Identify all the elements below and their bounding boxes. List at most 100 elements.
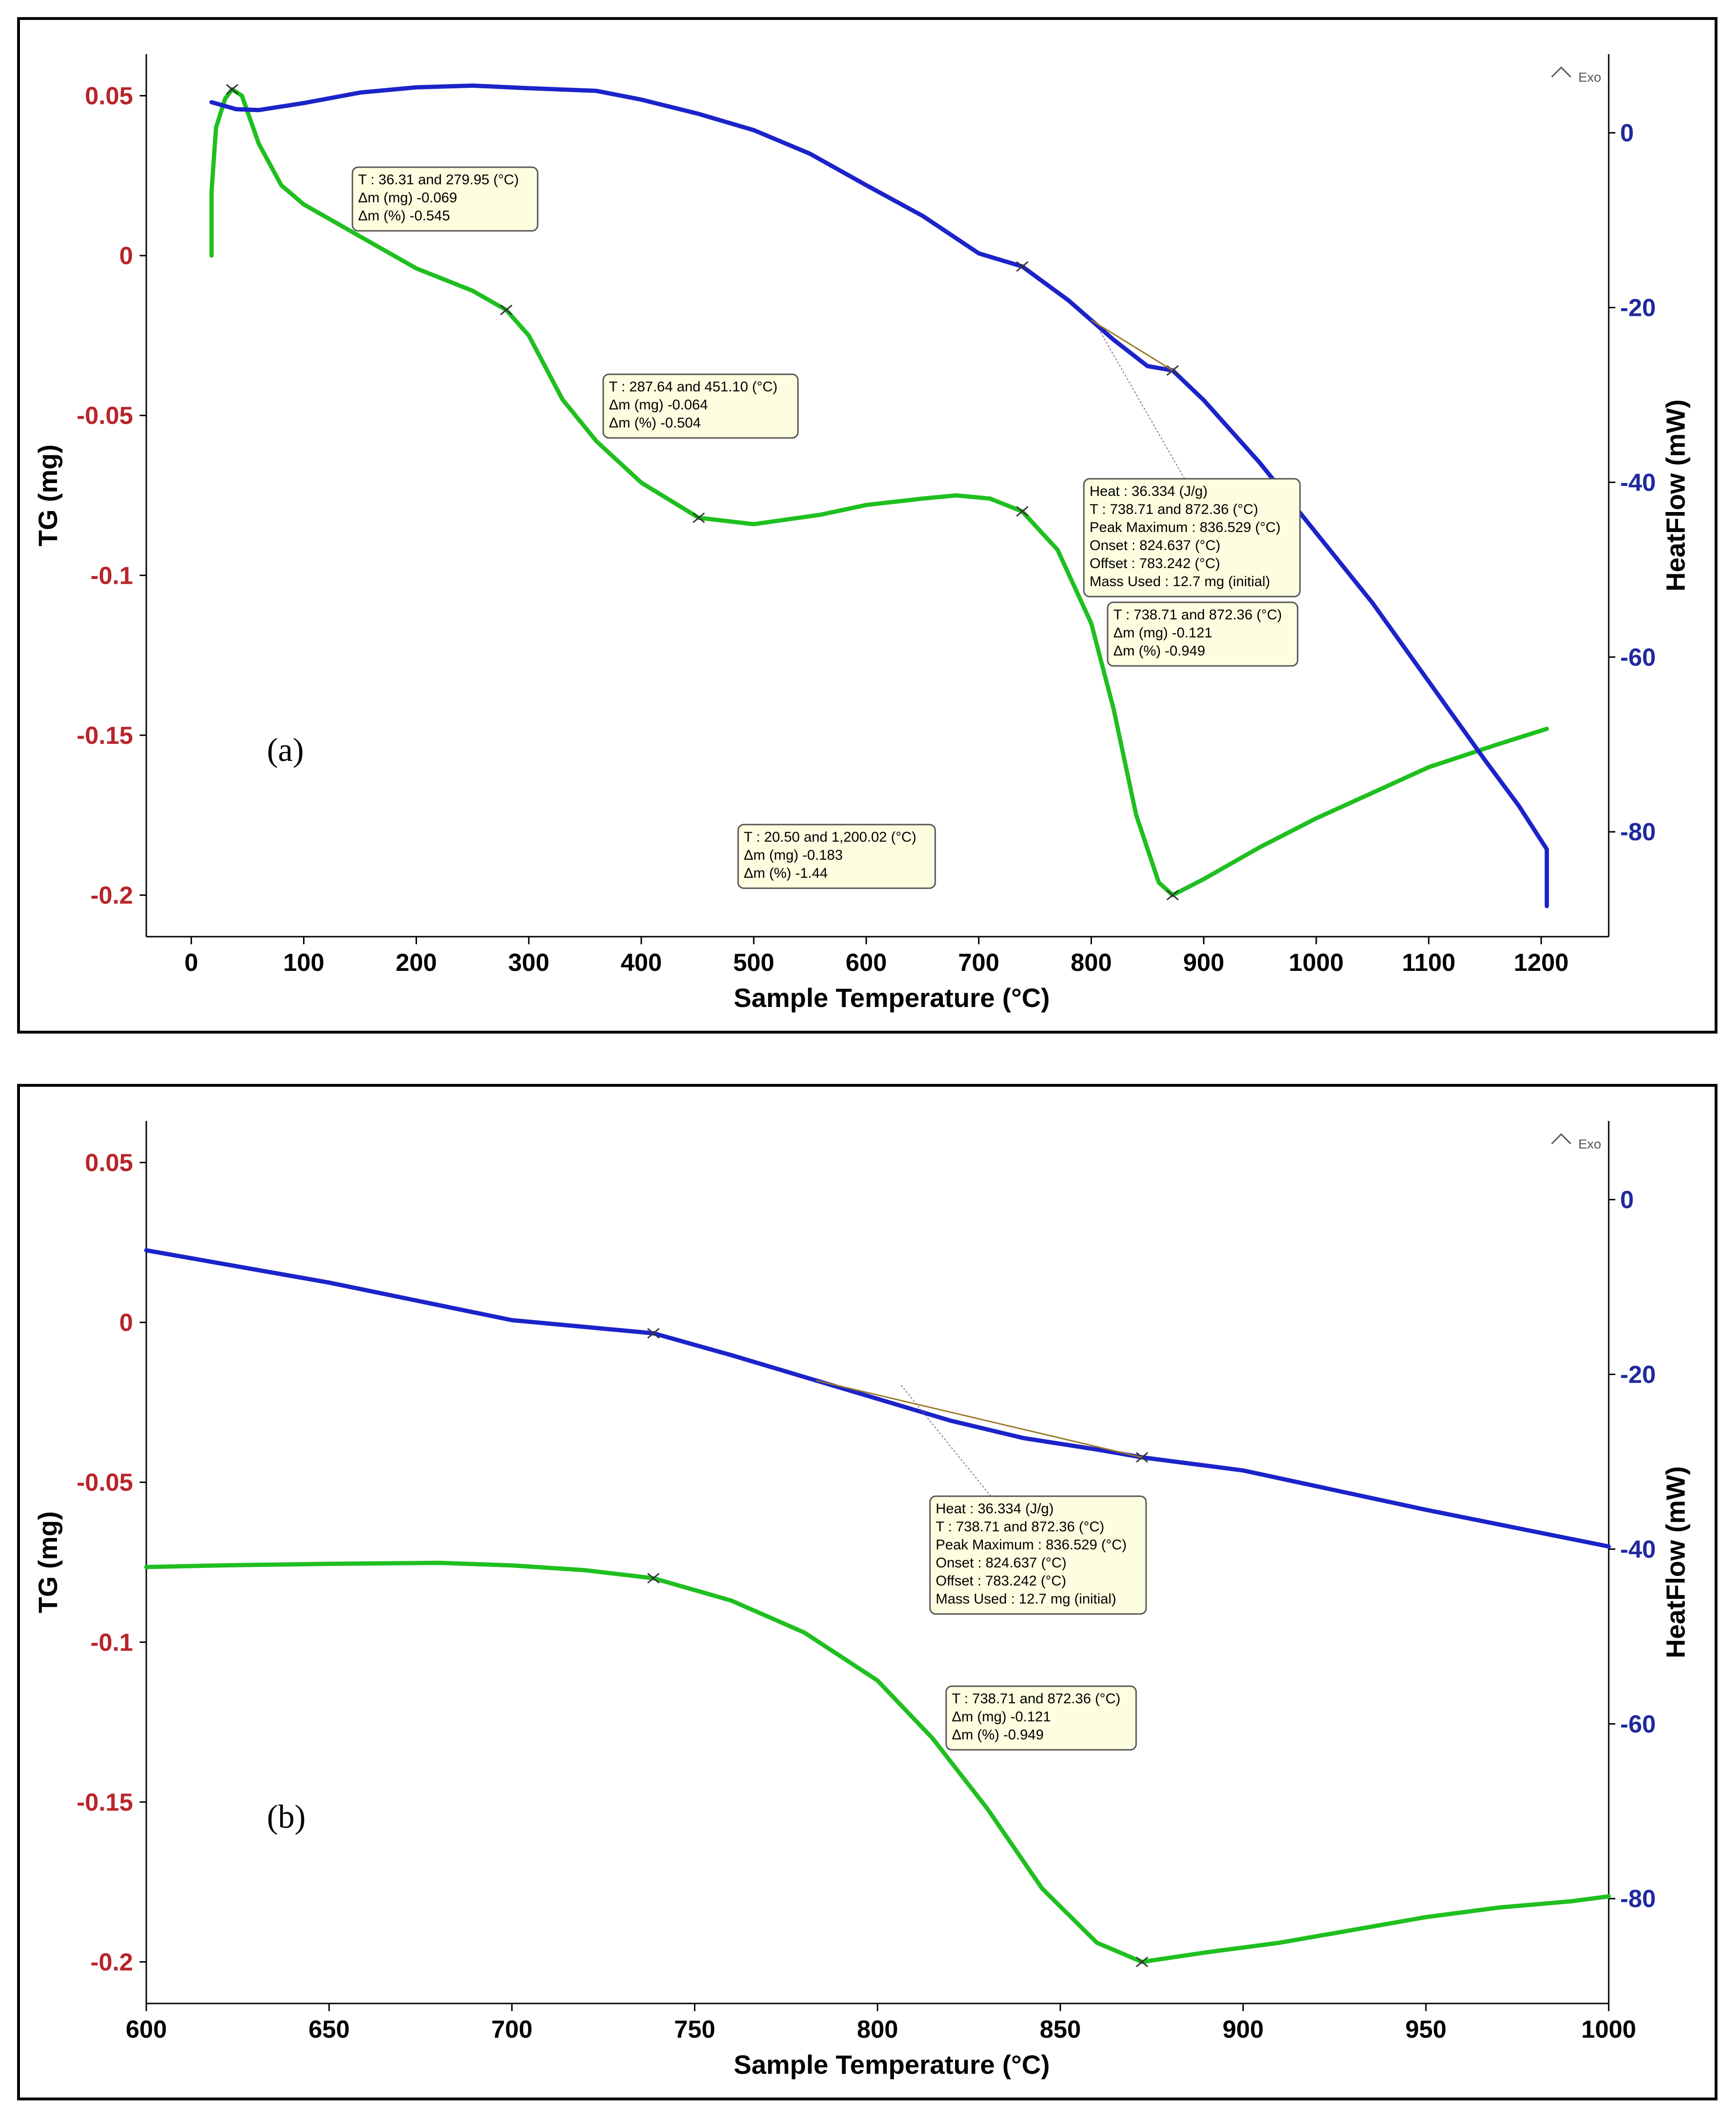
x-tick-label: 400 [621,949,662,977]
annotation-line: Mass Used : 12.7 mg (initial) [1090,574,1270,589]
annotation-line: Δm (%) -0.545 [358,208,450,224]
x-tick-label: 1000 [1581,2016,1636,2043]
x-tick-label: 650 [308,2016,350,2043]
x-tick-label: 700 [491,2016,532,2043]
annotation-line: T : 738.71 and 872.36 (°C) [936,1519,1104,1535]
annotation-line: Onset : 824.637 (°C) [1090,538,1220,553]
chart-b: 0.05 0 -0.05 -0.1 -0.15 -0.2 0 -20 -40 -60 -80 600 6… [33,1121,1690,2079]
annotation-line: Δm (mg) -0.183 [744,847,843,863]
x-tick-label: 600 [126,2016,167,2043]
right-tick-label: -40 [1620,469,1656,496]
panel-a: 0.05 0 -0.05 -0.1 -0.15 -0.2 0 -20 -40 -60 -80 0 100… [17,17,1717,1034]
annotation-line: T : 738.71 and 872.36 (°C) [952,1691,1120,1707]
x-axis-title: Sample Temperature (°C) [734,2050,1050,2079]
integration-baseline [816,1379,1142,1458]
right-tick-label: 0 [1620,1187,1634,1214]
x-axis-title: Sample Temperature (°C) [734,983,1050,1013]
right-tick-label: -20 [1620,1361,1656,1388]
left-tick-label: -0.2 [90,882,133,909]
panel-label: (b) [267,1799,306,1835]
right-tick-label: -80 [1620,818,1656,846]
left-tick-label: 0.05 [85,1149,133,1177]
annotation-box [737,824,936,889]
chart-a: 0.05 0 -0.05 -0.1 -0.15 -0.2 0 -20 -40 -60 -80 0 100… [33,54,1690,1013]
x-tick-label: 1100 [1402,949,1456,977]
limit-marker-icon [647,1573,660,1584]
x-tick-label: 800 [1071,949,1112,977]
annotation-line: Onset : 824.637 (°C) [936,1555,1066,1571]
annotation-leader-line [901,1385,991,1497]
annotation-box [929,1495,1147,1615]
x-tick-label: 750 [674,2016,715,2043]
annotation-line: Δm (%) -0.949 [1113,643,1205,659]
left-tick-label: -0.1 [90,562,133,589]
x-tick-label: 500 [733,949,775,977]
integration-baseline [1091,319,1173,371]
right-axis-title: HeatFlow (mW) [1660,399,1690,591]
annotation-line: T : 20.50 and 1,200.02 (°C) [744,829,916,845]
annotation-box [602,373,799,439]
x-tick-label: 600 [845,949,887,977]
x-tick-label: 1200 [1514,949,1569,977]
right-tick-label: 0 [1620,120,1634,147]
exo-label: Exo [1578,70,1601,85]
x-tick-label: 800 [857,2016,898,2043]
annotation-line: Heat : 36.334 (J/g) [936,1501,1053,1517]
heatflow-curve [209,83,1549,909]
limit-marker-icon [1016,506,1029,517]
right-tick-label: -20 [1620,294,1656,322]
left-axis-title: TG (mg) [33,1511,63,1614]
annotation-line: T : 287.64 and 451.10 (°C) [609,379,778,395]
exo-arrow-icon [1551,66,1572,78]
limit-marker-icon [1166,890,1179,901]
left-tick-label: -0.05 [76,402,133,430]
left-tick-label: 0 [119,242,133,270]
annotation-line: Δm (mg) -0.069 [358,190,457,206]
x-tick-label: 200 [396,949,437,977]
left-tick-label: 0.05 [85,83,133,110]
annotation-box [1083,478,1301,598]
left-tick-label: -0.15 [76,722,133,750]
annotation-line: Δm (%) -1.44 [744,865,828,881]
limit-marker-icon [693,512,705,523]
limit-marker-icon [226,84,238,95]
left-tick-label: -0.2 [90,1948,133,1976]
right-tick-label: -40 [1620,1536,1656,1563]
annotation-line: Offset : 783.242 (°C) [936,1573,1066,1589]
exo-arrow-icon [1551,1133,1572,1145]
annotation-line: Peak Maximum : 836.529 (°C) [936,1537,1127,1553]
x-tick-label: 900 [1223,2016,1264,2043]
annotation-line: Δm (mg) -0.121 [1113,625,1212,641]
x-tick-label: 950 [1405,2016,1447,2043]
annotation-box [351,166,539,232]
right-tick-label: -80 [1620,1885,1656,1913]
annotation-line: T : 738.71 and 872.36 (°C) [1113,607,1282,623]
right-tick-label: -60 [1620,1710,1656,1738]
annotation-line: Peak Maximum : 836.529 (°C) [1090,520,1281,535]
x-tick-label: 700 [958,949,999,977]
left-tick-label: -0.15 [76,1789,133,1816]
right-tick-label: -60 [1620,644,1656,671]
tg-curve [209,87,1549,897]
left-axis-title: TG (mg) [33,445,63,547]
x-tick-label: 0 [184,949,198,977]
panel-label: (a) [267,732,304,769]
heatflow-curve [144,1248,1611,1549]
right-axis-title: HeatFlow (mW) [1660,1466,1690,1658]
limit-marker-icon [647,1328,660,1339]
annotation-line: T : 36.31 and 279.95 (°C) [358,172,519,188]
annotation-line: Δm (%) -0.949 [952,1727,1043,1743]
annotation-line: Heat : 36.334 (J/g) [1090,484,1207,499]
limit-marker-icon [500,304,512,315]
left-tick-label: -0.1 [90,1629,133,1656]
limit-marker-icon [1136,1956,1148,1967]
exo-label: Exo [1578,1137,1601,1151]
annotation-box [1107,601,1299,667]
x-tick-label: 850 [1040,2016,1081,2043]
annotation-line: Δm (mg) -0.121 [952,1709,1051,1725]
annotation-line: Offset : 783.242 (°C) [1090,556,1220,571]
x-tick-label: 900 [1183,949,1224,977]
tg-curve [144,1560,1611,1964]
annotation-line: Δm (mg) -0.064 [609,397,708,413]
panel-b: 0.05 0 -0.05 -0.1 -0.15 -0.2 0 -20 -40 -60 -80 600 6… [17,1084,1717,2100]
